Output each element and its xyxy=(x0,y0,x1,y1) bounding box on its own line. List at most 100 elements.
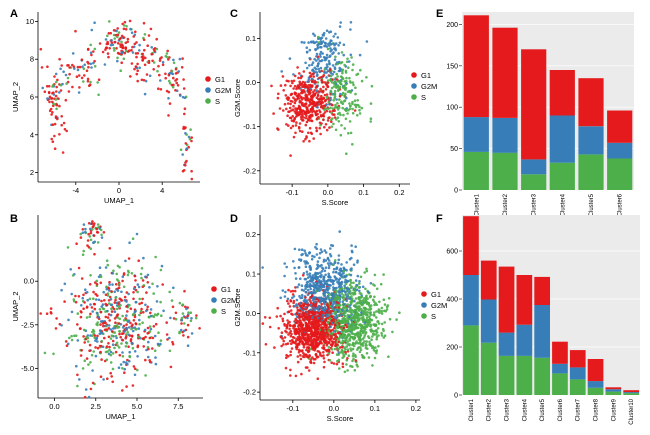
point-s xyxy=(347,132,350,135)
point-g1 xyxy=(282,89,286,92)
point-g1 xyxy=(306,334,310,338)
point-s xyxy=(130,272,134,275)
point-g1 xyxy=(320,328,324,332)
point-g2m xyxy=(89,62,93,66)
point-g1 xyxy=(149,311,152,315)
point-g2m xyxy=(111,283,114,286)
point-g2m xyxy=(320,273,323,277)
point-s xyxy=(100,339,103,343)
point-g2m xyxy=(143,92,147,96)
point-g2m xyxy=(326,283,329,287)
point-g2m xyxy=(337,69,341,73)
point-s xyxy=(337,338,340,341)
point-s xyxy=(371,364,374,367)
point-g1 xyxy=(92,50,95,53)
point-g1 xyxy=(76,373,79,377)
point-g1 xyxy=(300,321,303,325)
point-g2m xyxy=(178,57,182,61)
point-g2m xyxy=(144,79,148,83)
point-s xyxy=(357,296,361,300)
point-s xyxy=(365,352,369,355)
point-g1 xyxy=(79,310,83,313)
point-s xyxy=(350,56,353,59)
point-g1 xyxy=(131,323,134,327)
point-s xyxy=(339,133,343,137)
point-g1 xyxy=(126,37,130,41)
point-g1 xyxy=(45,312,49,316)
point-g2m xyxy=(116,59,119,63)
x-tick-label: Cluster6 xyxy=(558,398,564,421)
point-s xyxy=(180,316,184,320)
point-g2m xyxy=(301,252,304,256)
point-g1 xyxy=(40,66,44,69)
point-g2m xyxy=(315,40,318,44)
point-g1 xyxy=(295,328,299,332)
point-g1 xyxy=(298,105,302,109)
point-g2m xyxy=(350,267,353,270)
point-s xyxy=(382,336,386,339)
point-g2m xyxy=(60,288,63,292)
bar-g2m-cluster1 xyxy=(463,117,489,152)
point-g1 xyxy=(317,90,321,93)
point-g2m xyxy=(340,263,343,266)
y-tick-label: 0 xyxy=(454,393,458,400)
point-s xyxy=(373,284,376,287)
point-g1 xyxy=(110,330,114,333)
point-g1 xyxy=(329,337,333,341)
point-g1 xyxy=(125,323,128,326)
y-axis-title: UMAP_2 xyxy=(11,82,20,112)
point-g2m xyxy=(324,273,327,277)
point-s xyxy=(147,315,151,319)
point-g2m xyxy=(356,274,360,278)
point-g1 xyxy=(272,112,275,115)
point-s xyxy=(116,264,120,268)
point-s xyxy=(369,323,373,327)
point-g1 xyxy=(171,340,174,344)
point-g1 xyxy=(112,307,116,311)
point-s xyxy=(342,316,346,320)
point-g2m xyxy=(81,231,85,234)
point-s xyxy=(139,272,143,276)
point-s xyxy=(365,310,369,314)
y-tick-label: 0.1 xyxy=(246,270,256,279)
point-s xyxy=(345,345,349,348)
point-g1 xyxy=(68,66,71,69)
point-g1 xyxy=(320,354,323,358)
point-g2m xyxy=(124,259,127,263)
point-s xyxy=(341,71,344,75)
point-g2m xyxy=(343,284,346,288)
point-g1 xyxy=(94,346,97,349)
point-g1 xyxy=(78,86,81,89)
point-g1 xyxy=(316,93,320,97)
point-g1 xyxy=(302,352,305,355)
point-g1 xyxy=(311,94,314,97)
legend-swatch-g2m xyxy=(421,302,427,308)
point-g2m xyxy=(322,301,326,304)
point-s xyxy=(113,325,116,328)
point-g2m xyxy=(146,273,150,277)
point-g1 xyxy=(295,98,298,101)
bar-g2m-cluster3 xyxy=(498,332,515,356)
point-g1 xyxy=(309,336,313,340)
point-g2m xyxy=(329,47,332,50)
point-s xyxy=(99,275,103,279)
point-s xyxy=(172,61,176,65)
point-g1 xyxy=(321,90,325,94)
point-g1 xyxy=(87,232,90,236)
point-g2m xyxy=(342,267,346,271)
point-g1 xyxy=(119,43,122,46)
point-g2m xyxy=(297,266,301,269)
point-g1 xyxy=(296,111,299,115)
point-s xyxy=(98,308,102,311)
point-s xyxy=(356,318,360,321)
point-s xyxy=(339,310,343,314)
bar-s-cluster10 xyxy=(623,393,639,395)
point-g1 xyxy=(124,41,128,45)
point-g1 xyxy=(307,343,311,346)
point-g2m xyxy=(323,58,327,62)
point-g1 xyxy=(325,93,329,96)
point-g2m xyxy=(319,248,323,251)
point-s xyxy=(371,345,375,348)
point-g1 xyxy=(307,131,310,135)
point-g1 xyxy=(46,65,49,68)
